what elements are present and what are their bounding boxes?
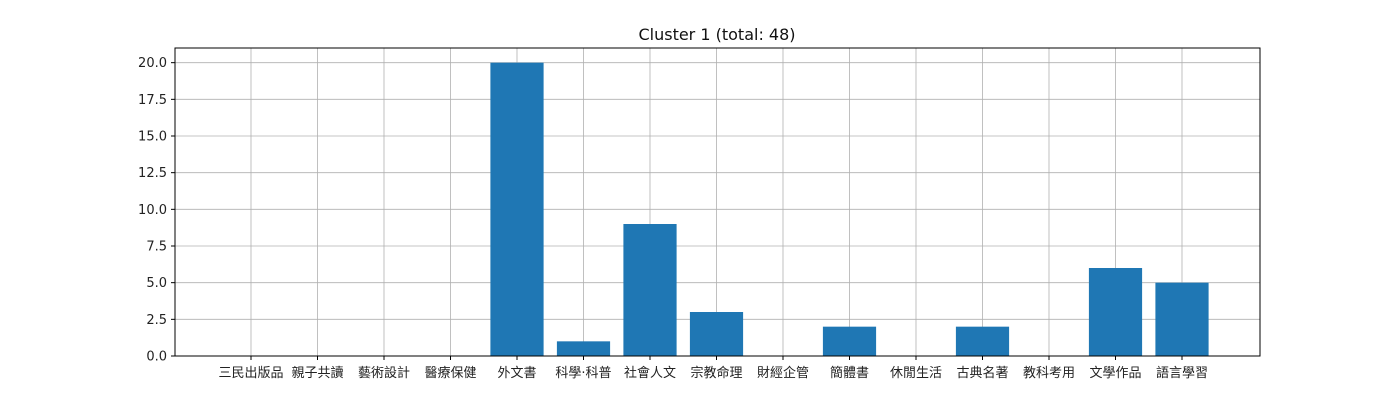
y-tick-label: 7.5 — [146, 240, 167, 255]
x-tick-label: 親子共讀 — [291, 366, 343, 381]
bar-6 — [623, 224, 677, 356]
plot-frame — [174, 47, 1261, 357]
x-tick-label: 教科考用 — [1023, 365, 1075, 381]
y-tick-label: 15.0 — [138, 130, 167, 145]
bar-9 — [822, 326, 877, 356]
x-tick-label: 藝術設計 — [358, 365, 410, 381]
x-tick-label: 古典名著 — [956, 365, 1008, 381]
bar-7 — [689, 312, 744, 356]
y-tick-label: 2.5 — [146, 313, 167, 328]
x-tick-label: 語言學習 — [1156, 365, 1208, 381]
bar-14 — [1155, 282, 1209, 356]
x-tick-label: 外文書 — [497, 366, 536, 381]
y-tick-label: 5.0 — [146, 276, 167, 291]
bar-11 — [955, 326, 1010, 356]
bar-5 — [556, 341, 611, 356]
x-tick-label: 醫療保健 — [424, 366, 476, 381]
x-tick-label: 三民出版品 — [218, 366, 283, 381]
x-tick-label: 簡體書 — [830, 366, 869, 381]
y-axis: 0.0 2.5 5.0 7.5 10.0 12.5 15.0 17.5 20.0 — [138, 56, 175, 365]
y-tick-label: 20.0 — [138, 56, 167, 71]
x-tick-label: 財經企管 — [757, 365, 809, 381]
bar-4 — [490, 62, 544, 357]
x-tick-label: 科學·科普 — [555, 366, 611, 381]
x-tick-label: 宗教命理 — [690, 365, 742, 381]
y-tick-label: 17.5 — [138, 93, 167, 108]
x-axis: 三民出版品 親子共讀 藝術設計 醫療保健 外文書 科學·科普 社會人文 宗教命理 財經企管 簡體書… — [218, 356, 1208, 381]
y-tick-label: 12.5 — [138, 166, 167, 181]
chart-title: Cluster 1 (total: 48) — [638, 25, 795, 44]
bar-13 — [1088, 268, 1143, 356]
bars — [490, 62, 1209, 357]
x-tick-label: 社會人文 — [624, 365, 676, 381]
x-tick-label: 文學作品 — [1089, 366, 1141, 381]
y-tick-label: 10.0 — [138, 203, 167, 218]
y-tick-label: 0.0 — [146, 350, 167, 365]
x-tick-label: 休閒生活 — [890, 366, 942, 381]
